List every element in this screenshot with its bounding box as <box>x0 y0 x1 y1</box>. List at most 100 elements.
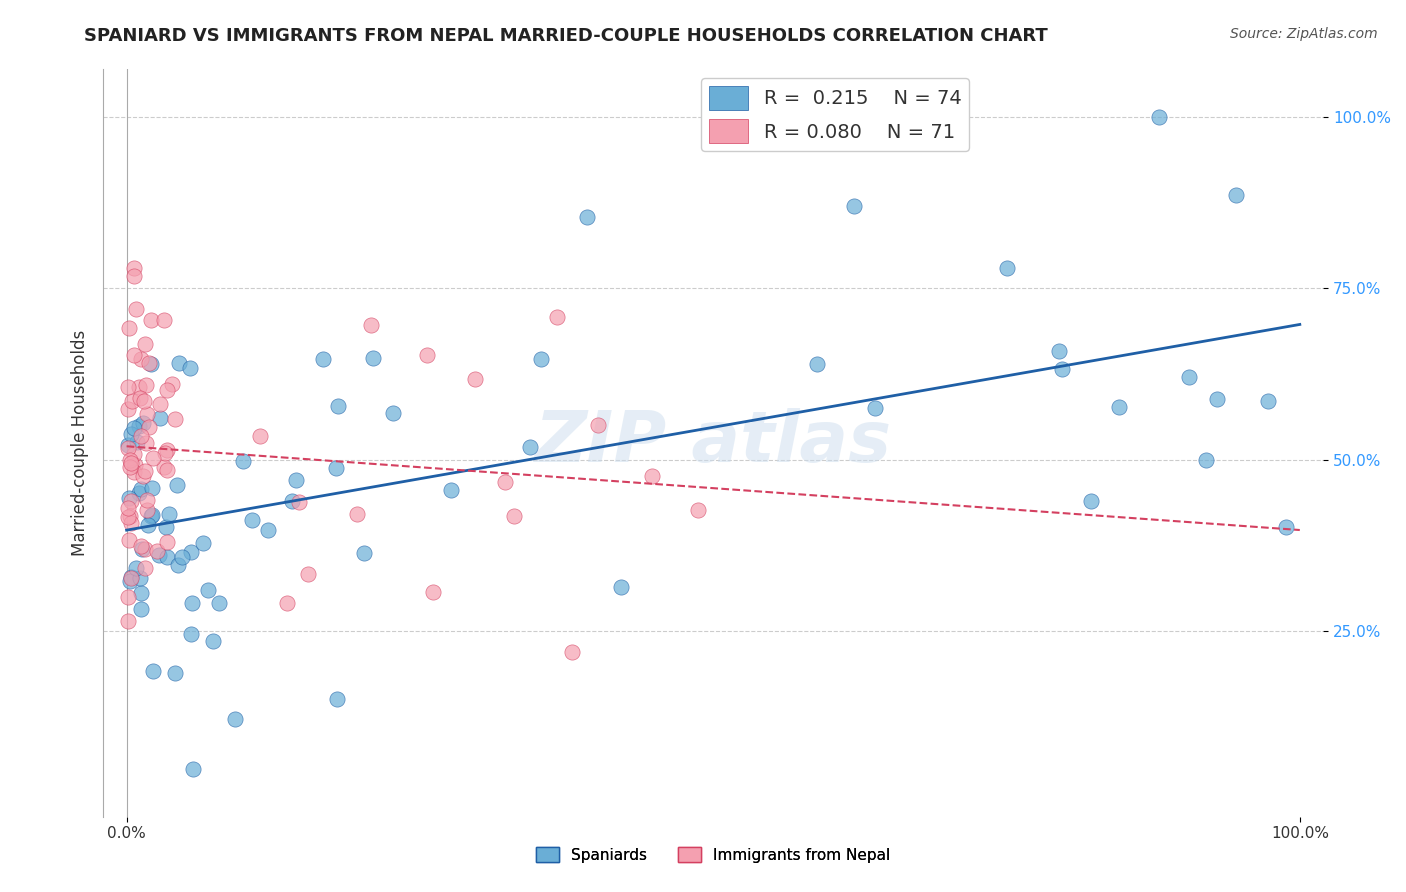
Point <box>1052 362 1074 376</box>
Point <box>353 546 375 560</box>
Point <box>139 313 162 327</box>
Point <box>118 491 141 505</box>
Point <box>609 580 631 594</box>
Point <box>1047 343 1070 358</box>
Point <box>325 461 347 475</box>
Point <box>1206 392 1229 406</box>
Point <box>361 351 384 365</box>
Point <box>120 571 142 585</box>
Point <box>152 313 174 327</box>
Point <box>129 539 152 553</box>
Point <box>122 260 145 275</box>
Point <box>128 485 150 500</box>
Point <box>502 508 524 523</box>
Point <box>127 435 149 450</box>
Text: SPANIARD VS IMMIGRANTS FROM NEPAL MARRIED-COUPLE HOUSEHOLDS CORRELATION CHART: SPANIARD VS IMMIGRANTS FROM NEPAL MARRIE… <box>84 27 1047 45</box>
Text: ZIP atlas: ZIP atlas <box>534 408 891 477</box>
Point <box>149 396 172 410</box>
Point <box>179 361 201 376</box>
Point <box>124 458 146 473</box>
Point <box>328 399 350 413</box>
Point <box>232 454 254 468</box>
Point <box>117 614 139 628</box>
Point <box>806 357 828 371</box>
Point <box>117 442 139 456</box>
Point <box>139 357 162 371</box>
Point <box>145 544 167 558</box>
Point <box>1080 493 1102 508</box>
Point <box>149 411 172 425</box>
Point <box>224 712 246 726</box>
Point <box>135 377 157 392</box>
Point <box>167 356 190 370</box>
Point <box>641 469 664 483</box>
Point <box>156 535 179 549</box>
Point <box>311 352 333 367</box>
Point <box>128 419 150 434</box>
Point <box>240 513 263 527</box>
Point <box>529 351 551 366</box>
Point <box>180 627 202 641</box>
Point <box>257 523 280 537</box>
Point <box>120 494 142 508</box>
Point <box>120 456 142 470</box>
Point <box>153 445 176 459</box>
Point <box>125 301 148 316</box>
Point <box>117 437 139 451</box>
Point <box>280 494 302 508</box>
Point <box>118 533 141 547</box>
Point <box>156 462 179 476</box>
Point <box>117 380 139 394</box>
Point <box>136 493 159 508</box>
Point <box>381 407 404 421</box>
Point <box>141 508 163 523</box>
Point <box>128 380 150 394</box>
Point <box>134 337 156 351</box>
Point <box>180 545 202 559</box>
Point <box>865 401 887 415</box>
Point <box>297 567 319 582</box>
Point <box>136 407 159 421</box>
Point <box>202 633 225 648</box>
Point <box>121 394 143 409</box>
Point <box>1177 369 1199 384</box>
Point <box>326 692 349 706</box>
Text: Source: ZipAtlas.com: Source: ZipAtlas.com <box>1230 27 1378 41</box>
Point <box>122 466 145 480</box>
Point <box>284 473 307 487</box>
Point <box>134 464 156 478</box>
Point <box>422 585 444 599</box>
Point <box>197 583 219 598</box>
Point <box>139 509 162 524</box>
Point <box>576 210 599 224</box>
Point <box>118 452 141 467</box>
Point <box>165 412 187 426</box>
Point <box>156 443 179 458</box>
Point <box>128 392 150 406</box>
Point <box>586 418 609 433</box>
Point <box>440 483 463 498</box>
Point <box>249 429 271 443</box>
Point <box>148 548 170 562</box>
Point <box>1108 400 1130 414</box>
Point <box>152 460 174 475</box>
Legend: Spaniards, Immigrants from Nepal: Spaniards, Immigrants from Nepal <box>530 840 897 869</box>
Point <box>134 541 156 556</box>
Point <box>118 459 141 474</box>
Point <box>138 356 160 370</box>
Point <box>125 560 148 574</box>
Point <box>129 483 152 497</box>
Point <box>842 199 865 213</box>
Point <box>167 558 190 573</box>
Point <box>181 596 204 610</box>
Point <box>122 348 145 362</box>
Point <box>118 508 141 523</box>
Point <box>1275 520 1298 534</box>
Point <box>122 269 145 284</box>
Point <box>995 260 1018 275</box>
Point <box>131 429 153 443</box>
Point <box>160 377 183 392</box>
Point <box>464 372 486 386</box>
Y-axis label: Married-couple Households: Married-couple Households <box>72 329 89 556</box>
Point <box>163 665 186 680</box>
